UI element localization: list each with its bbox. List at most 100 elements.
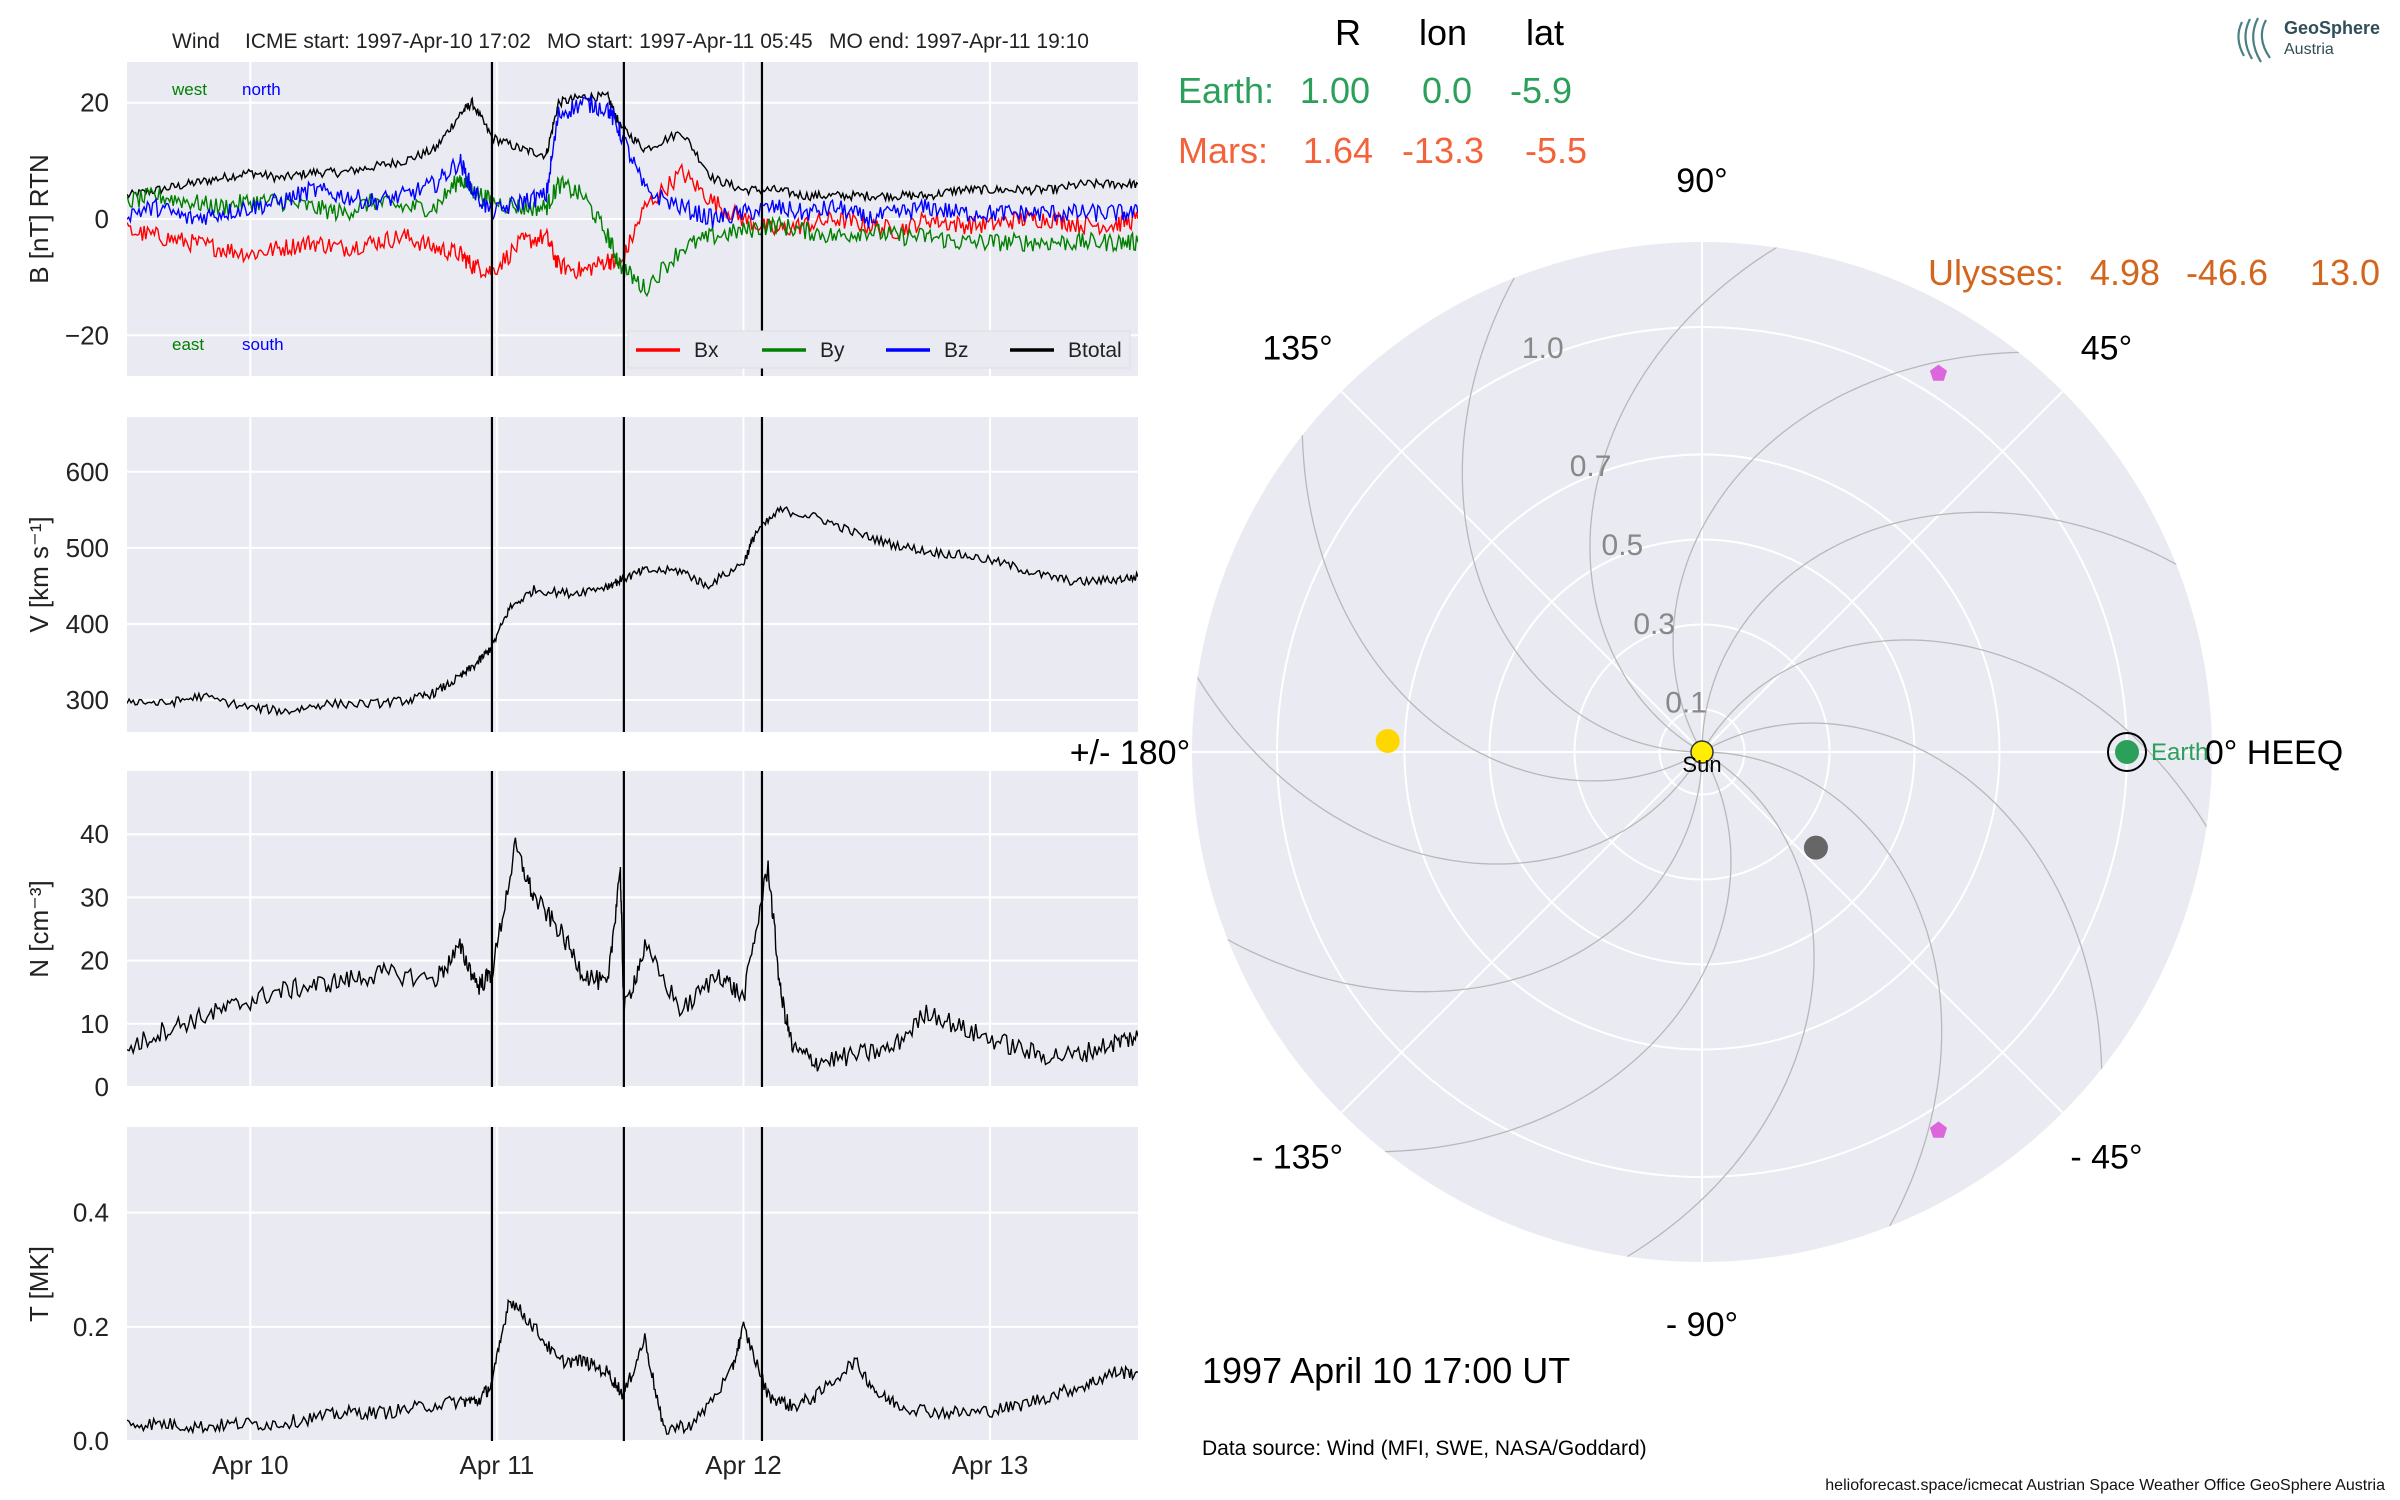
parker-spiral-line [1365,755,1815,1262]
y-tick-label: 400 [66,609,109,639]
sun-label: Sun [1682,752,1721,777]
mars-lon: -13.3 [1402,130,1484,171]
west-label: west [171,80,207,99]
plot-title-spacecraft: Wind [172,30,220,53]
parker-spiral-line [1461,242,1704,753]
ulysses-lon: -46.6 [2186,252,2268,293]
x-tick-label: Apr 12 [705,1450,782,1480]
ulysses-name: Ulysses: [1928,252,2064,293]
radial-tick-label: 0.3 [1633,608,1675,641]
y-tick-label: 500 [66,533,109,563]
parker-spiral-line [1700,751,1943,1262]
series-n-line [127,837,1138,1072]
y-tick-label: 10 [80,1009,109,1039]
panel-B: 20 0 −20 B [nT] RTN west north east south Bx By Bz… [24,62,1138,376]
angular-gridline [1340,390,1703,753]
earth-marker [2115,740,2139,764]
series-bz-line [127,95,1138,229]
mars-name: Mars: [1178,130,1268,171]
series-t-line [127,1298,1138,1435]
east-label: east [172,335,204,354]
y-tick-label: 0.2 [73,1312,109,1342]
theta-label: 45° [2081,330,2132,368]
y-tick-label: 40 [80,819,109,849]
y-axis-label: V [km s⁻¹] [24,516,54,632]
y-axis-label: N [cm⁻³] [24,880,54,978]
stereo-b-marker [1929,1121,1947,1138]
geosphere-logo: GeoSphere Austria [2237,17,2380,63]
earth-lat: -5.9 [1510,70,1572,111]
mercury-marker [1375,729,1400,754]
legend: Bx By Bz Btotal [627,330,1131,369]
theta-label: 0° HEEQ [2205,734,2343,772]
logo-name: GeoSphere [2284,18,2380,38]
theta-label: - 45° [2070,1138,2142,1176]
venus-marker [1803,835,1828,860]
position-table: R lon lat Earth: 1.00 0.0 -5.9 Mars: 1.6… [1178,12,2380,293]
parker-spiral-line [1701,511,2212,754]
panel-V: 600 500 400 300 V [km s⁻¹] [24,417,1138,732]
theta-label: +/- 180° [1070,734,1190,772]
series-by-line [127,174,1138,298]
plot-title-mo-start: MO start: 1997-Apr-11 05:45 [547,30,813,53]
y-tick-label: 600 [66,457,109,487]
earth-name: Earth: [1178,70,1274,111]
data-source: Data source: Wind (MFI, SWE, NASA/Goddar… [1202,1437,1647,1460]
north-label: north [242,80,281,99]
ulysses-r: 4.98 [2090,252,2160,293]
y-tick-label: 0.4 [73,1198,109,1228]
panel-background [127,771,1138,1087]
plot-title-mo-end: MO end: 1997-Apr-11 19:10 [829,30,1089,53]
series-bx-line [127,162,1138,280]
angular-gridline [1701,751,2064,1114]
panel-T: 0.4 0.2 0.0 T [MK] Apr 10 Apr 11 Apr 12 Apr 13 [24,1127,1138,1480]
y-tick-label: 30 [80,882,109,912]
parker-spiral-line [1192,750,1703,993]
mars-lat: -5.5 [1525,130,1587,171]
header-r: R [1335,12,1361,53]
radial-tick-label: 0.1 [1665,687,1707,720]
panel-N: 40 30 20 10 0 N [cm⁻³] [24,771,1138,1102]
y-tick-label: 20 [80,946,109,976]
y-tick-label: 0 [95,204,109,234]
y-tick-label: 300 [66,685,109,715]
header-lat: lat [1526,12,1564,53]
panel-background [127,1127,1138,1441]
theta-label: 135° [1262,330,1332,368]
theta-label: - 90° [1666,1306,1738,1344]
x-tick-label: Apr 11 [460,1450,535,1480]
south-label: south [242,335,284,354]
y-tick-label: 0 [95,1072,109,1102]
y-tick-label: 0.0 [73,1426,109,1456]
angular-gridline [1340,751,1703,1114]
parker-spiral-line [1589,242,2039,749]
legend-label-bx: Bx [694,339,719,362]
radial-tick-label: 0.7 [1570,450,1612,483]
y-axis-label: B [nT] RTN [24,154,54,284]
x-tick-label: Apr 13 [952,1450,1029,1480]
series-btotal-line [127,90,1138,203]
legend-label-by: By [820,339,845,362]
date-label: 1997 April 10 17:00 UT [1202,1350,1570,1391]
y-tick-label: 20 [80,88,109,118]
logo-icon [2237,17,2271,63]
theta-label: 90° [1676,162,1727,200]
time-series-panels: 20 0 −20 B [nT] RTN west north east south Bx By Bz… [24,62,1138,1480]
parker-spiral-line [1705,639,2212,1089]
radial-tick-label: 0.5 [1602,529,1644,562]
earth-row: Earth: 1.00 0.0 -5.9 [1178,70,1572,111]
sun-marker [1690,740,1714,764]
mars-r: 1.64 [1303,130,1373,171]
earth-lon: 0.0 [1422,70,1472,111]
logo-sub: Austria [2284,41,2334,58]
angular-gridline [1701,390,2064,753]
y-tick-label: −20 [65,320,109,350]
legend-label-btotal: Btotal [1068,339,1122,362]
polar-plot: 0.1 0.3 0.5 0.7 1.0 0° HEEQ 45° 90° 135° +/- 180°… [1070,162,2343,1344]
parker-spirals [1192,242,2212,1262]
radial-tick-label: 1.0 [1522,332,1564,365]
y-axis-label: T [MK] [24,1246,54,1322]
theta-label: - 135° [1252,1138,1343,1176]
legend-label-bz: Bz [944,339,969,362]
